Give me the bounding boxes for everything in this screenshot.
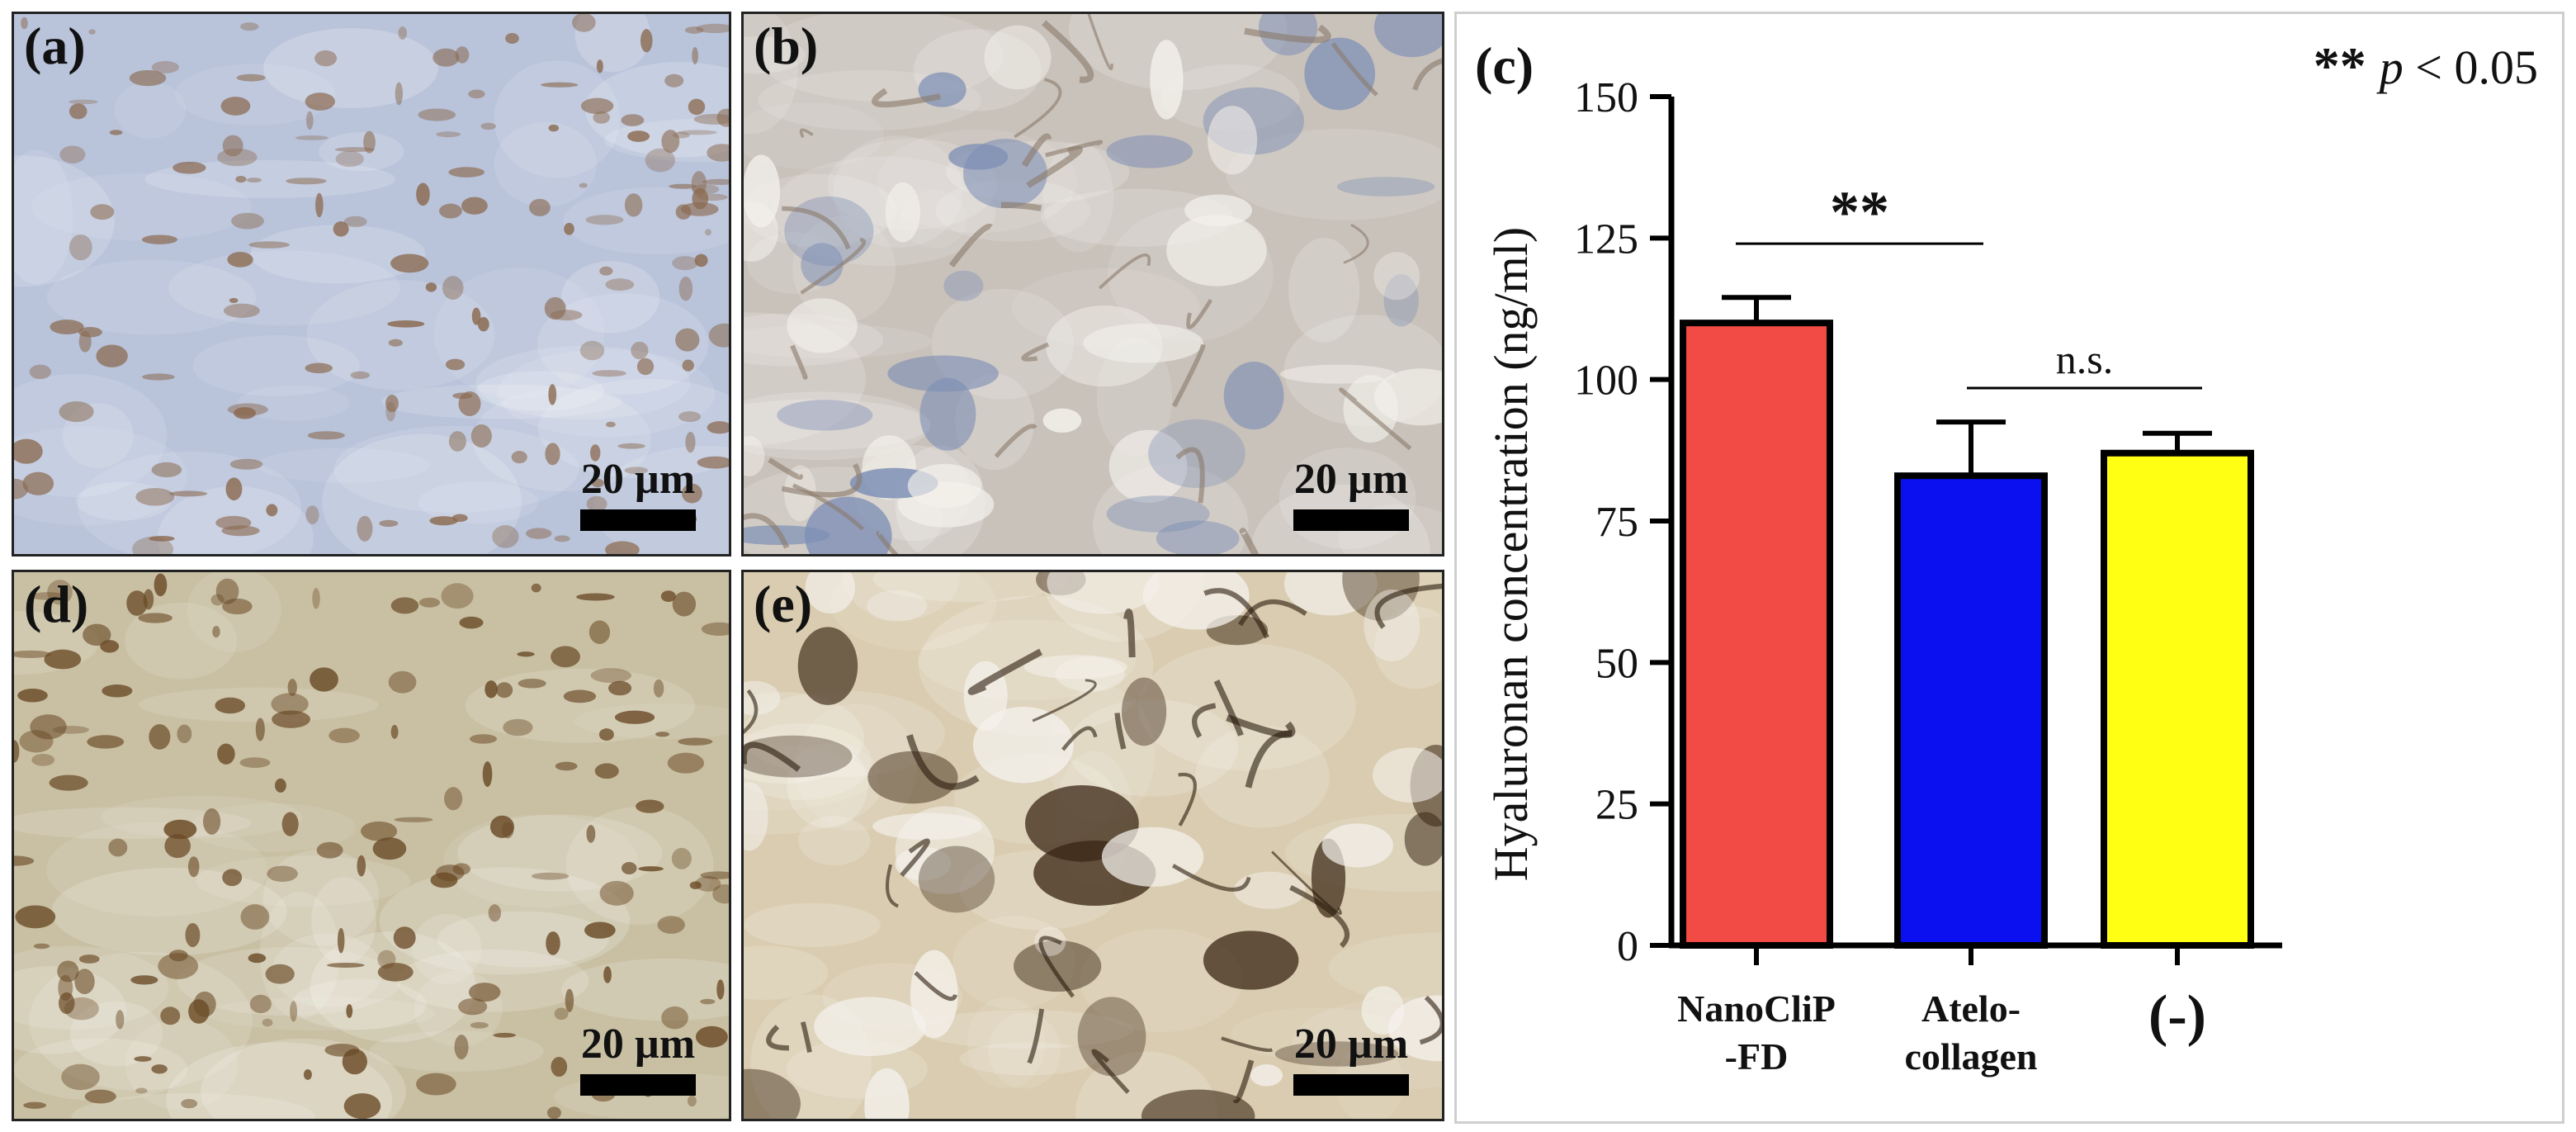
x-category-label: Atelo-collagen (1905, 988, 2038, 1078)
bar (1894, 472, 2048, 949)
x-category-label: (-) (2148, 984, 2206, 1048)
scale-bar-line-b (1293, 509, 1409, 531)
micrograph-image-e (744, 572, 1442, 1119)
scale-bar-line-d (580, 1074, 696, 1096)
panel-label-e: (e) (754, 575, 813, 633)
bar-chart: (c) ** p < 0.05 0 25 50 75 100 125 150 Hyaluronan… (1475, 36, 2538, 1078)
micrograph-panel-e: (e) 20 µm (741, 570, 1444, 1121)
y-tick-label: 75 (1595, 499, 1638, 546)
scale-label-e: 20 µm (1293, 1021, 1409, 1068)
scale-bar-b: 20 µm (1293, 458, 1409, 531)
scale-label-d: 20 µm (580, 1021, 696, 1068)
scale-bar-line-a (580, 509, 696, 531)
panel-label-a: (a) (24, 17, 86, 75)
scale-label-b: 20 µm (1293, 456, 1409, 503)
chart-panel-c: (c) ** p < 0.05 0 25 50 75 100 125 150 Hyaluronan… (1454, 12, 2564, 1124)
significance-label: ** (1830, 179, 1889, 245)
y-tick-label: 0 (1617, 923, 1638, 970)
micrograph-image-d (14, 572, 729, 1119)
y-tick-label: 100 (1574, 358, 1638, 405)
scale-bar-d: 20 µm (580, 1023, 696, 1096)
micrograph-panel-a: (a) 20 µm (12, 12, 731, 557)
micrograph-panel-d: (d) 20 µm (12, 570, 731, 1121)
panel-label-c: (c) (1475, 36, 1534, 95)
y-tick-label: 150 (1574, 74, 1638, 121)
significance-legend: ** p < 0.05 (2314, 36, 2538, 95)
scale-bar-a: 20 µm (580, 458, 696, 531)
significance-label: n.s. (2056, 336, 2113, 382)
bar (2101, 449, 2254, 949)
scale-label-a: 20 µm (580, 456, 696, 503)
panel-label-d: (d) (24, 575, 89, 633)
micrograph-image-b (744, 14, 1442, 554)
panel-label-b: (b) (754, 17, 819, 75)
micrograph-panel-b: (b) 20 µm (741, 12, 1444, 557)
y-tick-label: 25 (1595, 782, 1638, 829)
scale-bar-e: 20 µm (1293, 1023, 1409, 1096)
y-tick-label: 50 (1595, 640, 1638, 687)
micrograph-image-a (14, 14, 729, 554)
x-category-label: NanoCliP -FD (1677, 988, 1836, 1078)
scale-bar-line-e (1293, 1074, 1409, 1096)
y-axis-label: Hyaluronan concentration (ng/ml) (1484, 227, 1538, 881)
bar (1680, 320, 1833, 949)
y-tick-label: 125 (1574, 216, 1638, 263)
